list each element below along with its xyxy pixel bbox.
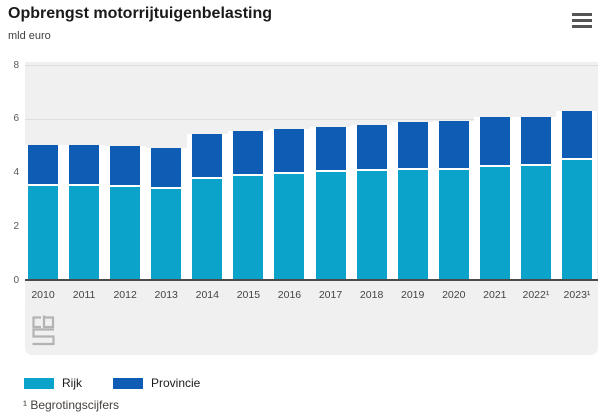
bar-segment-provincie[interactable] (356, 124, 387, 281)
bar-column-2012 (104, 146, 146, 281)
chart-legend: Rijk Provincie (24, 376, 200, 390)
bar-segment-provincie[interactable] (69, 144, 100, 281)
bar-column-2022 (515, 116, 557, 281)
provincie-color-swatch (113, 377, 143, 389)
chart-title: Opbrengst motorrijtuigenbelasting (8, 5, 273, 22)
x-tick-label-2021: 2021 (483, 289, 507, 301)
x-tick-label-2022: 2022¹ (522, 289, 550, 301)
bar-segment-provincie[interactable] (192, 134, 223, 281)
bar-segment-provincie[interactable] (438, 120, 469, 281)
y-gridline-6 (25, 118, 598, 120)
bar-segment-rijk[interactable] (315, 170, 346, 281)
bar-segment-provincie[interactable] (151, 147, 182, 281)
bar-segment-rijk[interactable] (520, 163, 551, 281)
bar-segment-rijk[interactable] (28, 183, 58, 281)
cbs-logo (32, 315, 55, 346)
legend-label-rijk: Rijk (62, 376, 82, 390)
x-tick-label-2011: 2011 (72, 289, 96, 301)
x-tick-label-2013: 2013 (154, 289, 178, 301)
y-tick-label-0: 0 (13, 274, 19, 286)
bar-column-2020 (433, 120, 475, 281)
bar-segment-rijk[interactable] (356, 169, 387, 281)
bar-segment-rijk[interactable] (274, 171, 305, 281)
y-gridline-8 (25, 65, 598, 67)
rijk-color-swatch (24, 377, 54, 389)
bar-column-2010 (22, 144, 64, 281)
bar-segment-provincie[interactable] (479, 116, 510, 281)
x-tick-label-2015: 2015 (236, 289, 261, 301)
chart-unit-label: mld euro (8, 30, 51, 42)
bar-segment-rijk[interactable] (479, 165, 510, 281)
x-axis-baseline (25, 279, 598, 281)
bar-segment-rijk[interactable] (397, 167, 428, 281)
legend-item-provincie[interactable]: Provincie (113, 376, 200, 390)
bar-column-2017 (310, 127, 352, 281)
bar-column-2021 (474, 116, 516, 281)
x-tick-label-2019: 2019 (401, 289, 425, 301)
bar-segment-provincie[interactable] (520, 116, 551, 281)
x-tick-label-2023: 2023¹ (563, 289, 591, 301)
bar-segment-provincie[interactable] (561, 111, 592, 281)
bar-column-2019 (392, 122, 434, 281)
x-tick-label-2020: 2020 (442, 289, 466, 301)
bar-column-2016 (268, 128, 310, 281)
bar-segment-rijk[interactable] (233, 174, 264, 281)
x-tick-label-2010: 2010 (31, 289, 55, 301)
bar-segment-rijk[interactable] (110, 185, 141, 281)
bar-column-2015 (227, 131, 269, 281)
bar-segment-provincie[interactable] (28, 144, 58, 281)
y-tick-label-4: 4 (13, 167, 19, 179)
y-tick-label-2: 2 (13, 220, 19, 232)
y-tick-label-6: 6 (13, 113, 19, 125)
bar-segment-rijk[interactable] (561, 158, 592, 281)
bar-segment-rijk[interactable] (69, 183, 100, 281)
bar-segment-provincie[interactable] (233, 131, 264, 281)
legend-item-rijk[interactable]: Rijk (24, 376, 82, 390)
footnote: ¹ Begrotingscijfers (23, 398, 120, 412)
x-tick-label-2012: 2012 (113, 289, 137, 301)
x-tick-label-2016: 2016 (277, 289, 302, 301)
bar-segment-provincie[interactable] (315, 127, 346, 281)
bar-segment-rijk[interactable] (192, 177, 223, 281)
chart-menu-button[interactable] (570, 10, 594, 30)
bar-segment-provincie[interactable] (397, 122, 428, 281)
bar-segment-provincie[interactable] (274, 128, 305, 281)
x-tick-label-2018: 2018 (359, 289, 384, 301)
bar-segment-rijk[interactable] (151, 186, 182, 281)
bar-column-2011 (63, 144, 105, 281)
bar-segment-provincie[interactable] (110, 146, 141, 281)
bar-column-2023 (556, 111, 598, 281)
y-tick-label-8: 8 (13, 59, 19, 71)
bar-column-2013 (145, 147, 187, 281)
bar-column-2014 (186, 134, 228, 281)
x-tick-label-2014: 2014 (195, 289, 219, 301)
bar-segment-rijk[interactable] (438, 167, 469, 281)
x-tick-label-2017: 2017 (318, 289, 343, 301)
bar-column-2018 (351, 124, 393, 281)
legend-label-provincie: Provincie (151, 376, 201, 390)
